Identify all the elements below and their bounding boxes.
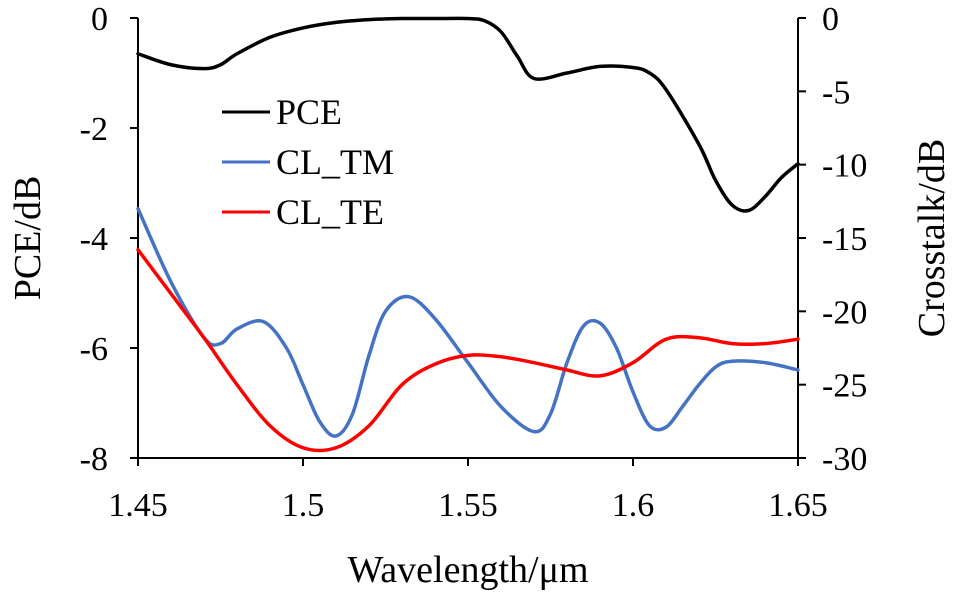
y-left-tick-label: -2 — [80, 111, 108, 148]
y-right-tick-label: -20 — [822, 294, 867, 331]
y-right-axis-title: Crosstalk/dB — [911, 139, 953, 337]
series-line-cl-tm — [136, 206, 800, 438]
y-left-tick-label: -4 — [80, 221, 108, 258]
y-left-axis-title: PCE/dB — [7, 176, 49, 301]
legend: PCE CL_TM CL_TE — [222, 92, 394, 232]
x-axis-title: Wavelength/μm — [347, 549, 588, 591]
y-right-tick-label: -15 — [822, 221, 867, 258]
y-right-tick-label: -10 — [822, 148, 867, 185]
x-tick-label: 1.6 — [612, 487, 655, 524]
legend-label-cl-te: CL_TE — [276, 192, 384, 232]
x-tick-label: 1.5 — [282, 487, 325, 524]
y-right-tick-label: -5 — [822, 74, 850, 111]
y-right-tick-label: -30 — [822, 441, 867, 478]
series-line-pce — [136, 16, 800, 213]
series-line-cl-te — [136, 247, 800, 453]
legend-label-pce: PCE — [276, 92, 342, 132]
y-right-tick-label: 0 — [822, 1, 839, 38]
series — [136, 16, 800, 453]
ticks: 1.45 1.5 1.55 1.6 1.65 0 -2 -4 -6 -8 0 -5 -10 -15 -20 -… — [80, 1, 868, 524]
x-tick-label: 1.55 — [438, 487, 498, 524]
legend-label-cl-tm: CL_TM — [276, 142, 394, 182]
x-tick-label: 1.65 — [768, 487, 828, 524]
y-left-tick-label: 0 — [91, 1, 108, 38]
y-left-tick-label: -8 — [80, 441, 108, 478]
x-tick-label: 1.45 — [108, 487, 168, 524]
y-left-tick-label: -6 — [80, 331, 108, 368]
y-right-tick-label: -25 — [822, 368, 867, 405]
